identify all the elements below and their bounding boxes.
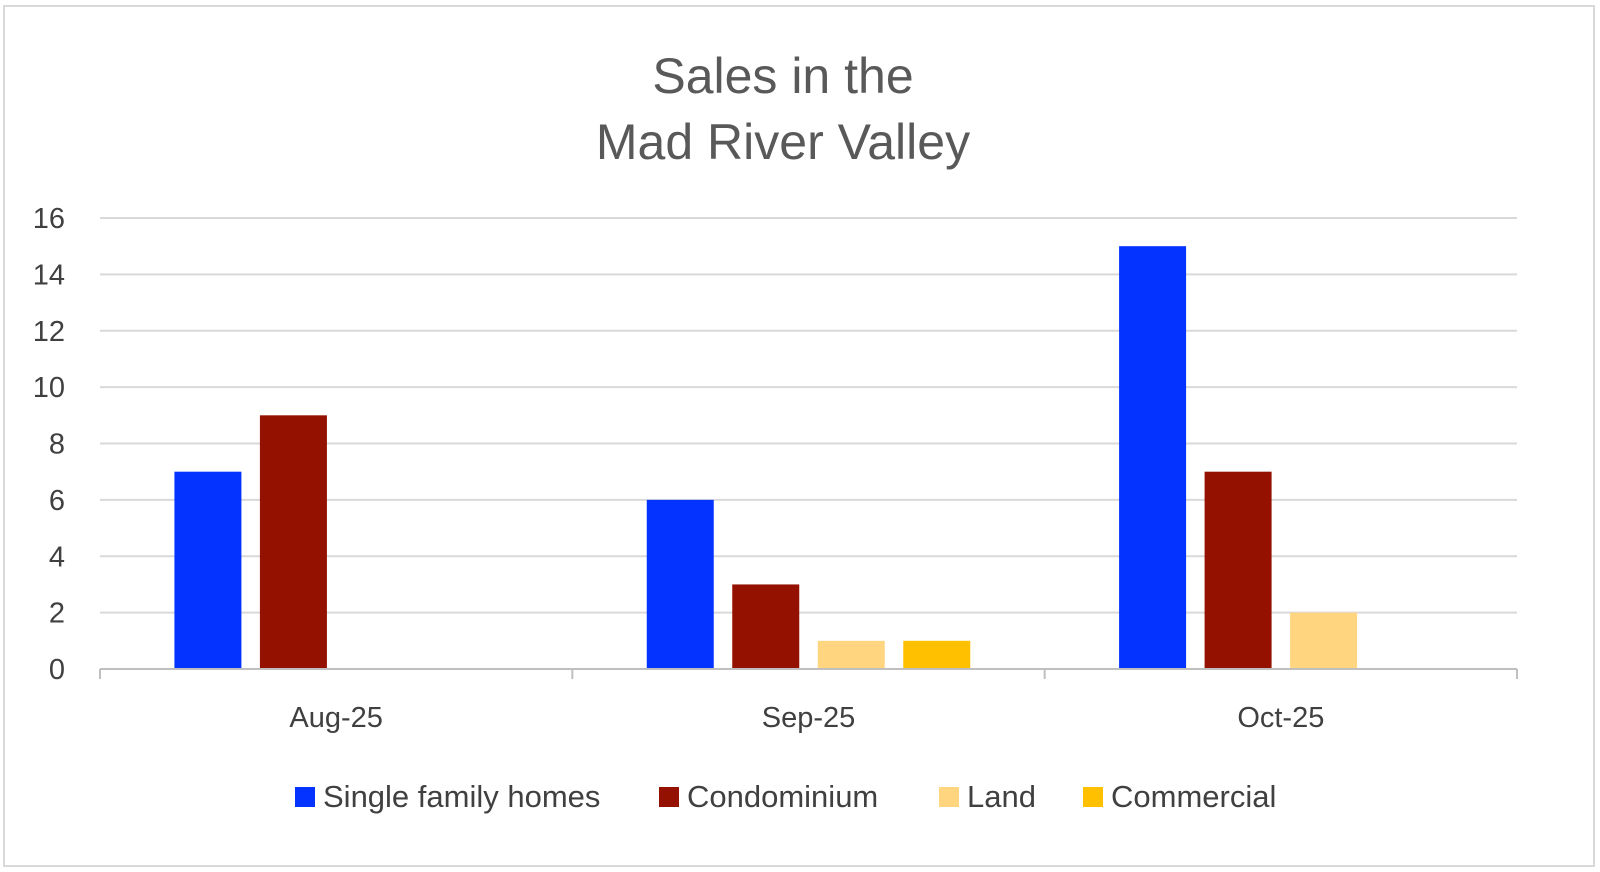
- bar-single-family-homes-oct-25: [1119, 246, 1187, 669]
- bar-commercial-sep-25: [903, 640, 971, 669]
- bar-land-oct-25: [1290, 612, 1358, 669]
- legend-item: Land: [939, 779, 1036, 814]
- y-tick-label: 16: [33, 203, 65, 235]
- y-tick-label: 6: [49, 485, 65, 517]
- legend: Single family homes Condominium Land Commer…: [295, 779, 1276, 814]
- y-tick-label: 0: [49, 654, 65, 686]
- bar-single-family-homes-aug-25: [174, 471, 242, 669]
- legend-item: Condominium: [659, 779, 878, 814]
- x-axis: [99, 668, 1518, 679]
- legend-label: Single family homes: [323, 779, 600, 814]
- x-axis-ticks: Aug-25 Sep-25 Oct-25: [289, 702, 1324, 734]
- x-tick-label: Oct-25: [1237, 702, 1324, 734]
- legend-label: Commercial: [1111, 779, 1276, 814]
- legend-label: Condominium: [687, 779, 878, 814]
- legend-swatch: [939, 787, 959, 807]
- chart-title: Sales in the Mad River Valley: [596, 48, 970, 170]
- bar-condominium-sep-25: [732, 584, 800, 669]
- chart-title-line-1: Sales in the: [652, 48, 913, 104]
- legend-item: Single family homes: [295, 779, 600, 814]
- y-tick-label: 10: [33, 372, 65, 404]
- chart-frame: Sales in the Mad River Valley 0 2 4 6 8 10 12 1…: [3, 5, 1595, 867]
- x-tick-label: Aug-25: [289, 702, 383, 734]
- chart-title-line-2: Mad River Valley: [596, 114, 970, 170]
- legend-label: Land: [967, 779, 1036, 814]
- y-tick-label: 2: [49, 598, 65, 630]
- y-tick-label: 14: [33, 259, 65, 291]
- x-tick-label: Sep-25: [762, 702, 856, 734]
- y-tick-label: 4: [49, 541, 65, 573]
- y-tick-label: 8: [49, 429, 65, 461]
- bar-land-sep-25: [817, 640, 885, 669]
- bar-condominium-aug-25: [259, 415, 327, 669]
- bar-chart: Sales in the Mad River Valley 0 2 4 6 8 10 12 1…: [33, 48, 1518, 814]
- legend-swatch: [295, 787, 315, 807]
- gridlines: [100, 217, 1517, 614]
- legend-swatch: [1083, 787, 1103, 807]
- legend-swatch: [659, 787, 679, 807]
- bar-condominium-oct-25: [1204, 471, 1272, 669]
- y-axis-ticks: 0 2 4 6 8 10 12 14 16: [33, 203, 65, 686]
- y-tick-label: 12: [33, 316, 65, 348]
- legend-item: Commercial: [1083, 779, 1276, 814]
- bar-single-family-homes-sep-25: [646, 499, 714, 669]
- bars: [174, 246, 1358, 669]
